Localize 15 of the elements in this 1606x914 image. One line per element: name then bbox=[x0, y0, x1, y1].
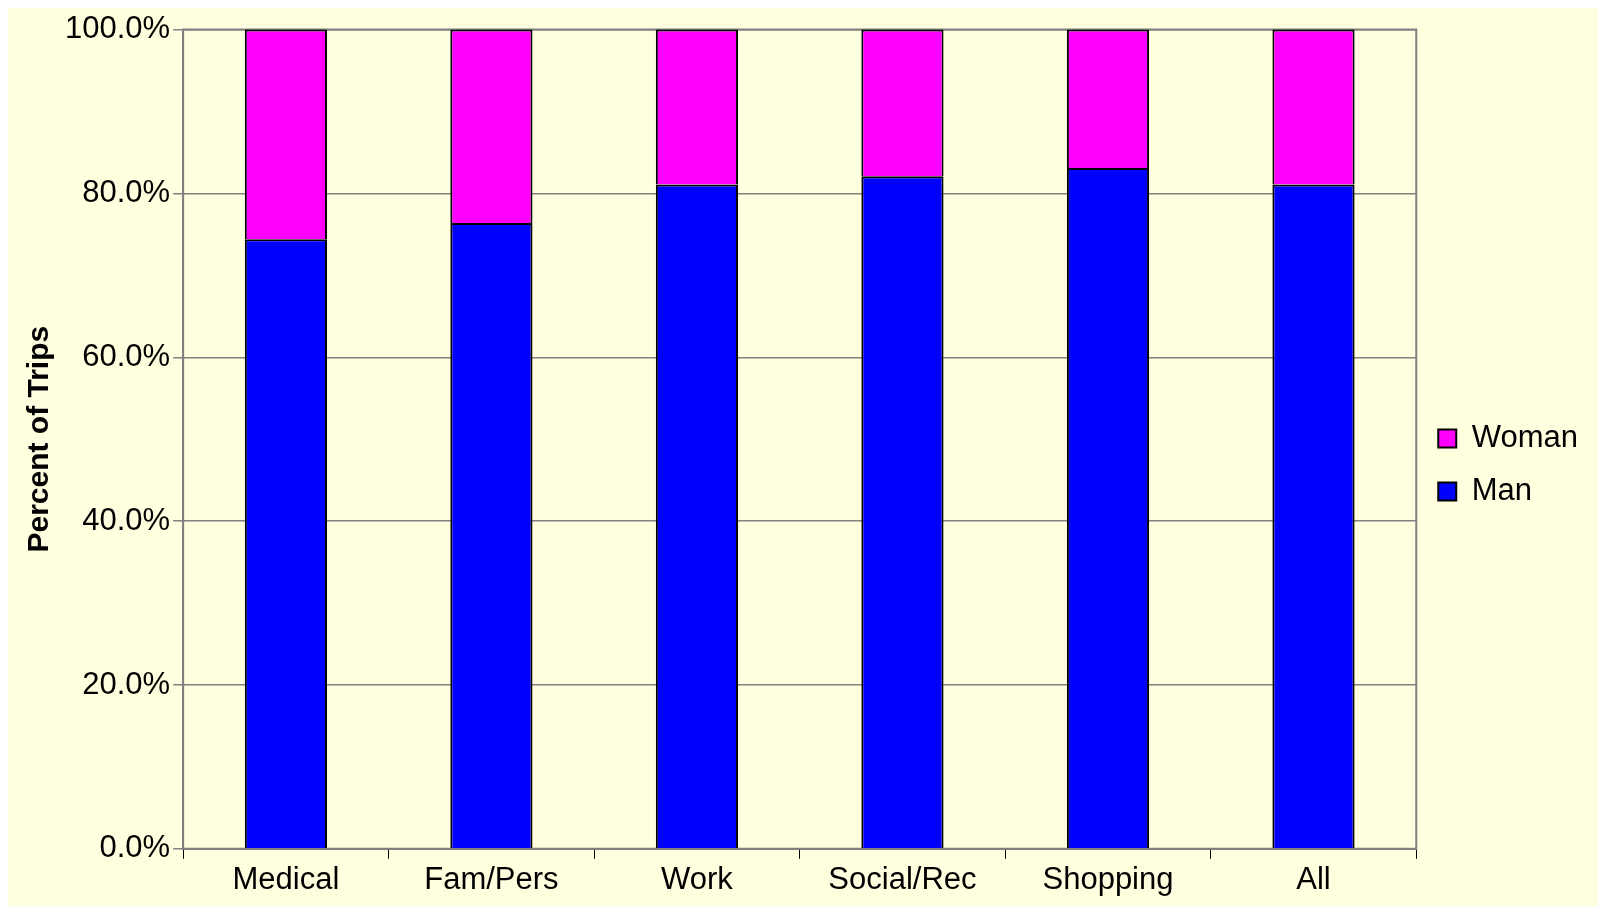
y-tick-label: 0.0% bbox=[99, 829, 171, 865]
x-tick-label: Medical bbox=[232, 860, 340, 896]
y-tick-label: 60.0% bbox=[82, 337, 171, 373]
x-tick-label: Social/Rec bbox=[828, 860, 977, 896]
y-axis-title: Percent of Trips bbox=[21, 325, 55, 553]
legend-label: Woman bbox=[1471, 419, 1579, 455]
y-tick-label: 80.0% bbox=[82, 173, 171, 209]
x-tick-label: Work bbox=[661, 860, 734, 896]
x-tick-label: Shopping bbox=[1042, 860, 1174, 896]
legend-label: Man bbox=[1471, 472, 1533, 508]
x-tick-label: Fam/Pers bbox=[424, 860, 559, 896]
y-tick-label: 100.0% bbox=[65, 10, 171, 46]
x-tick-label: All bbox=[1296, 860, 1331, 896]
y-tick-label: 20.0% bbox=[82, 665, 171, 701]
y-tick-label: 40.0% bbox=[82, 501, 171, 537]
